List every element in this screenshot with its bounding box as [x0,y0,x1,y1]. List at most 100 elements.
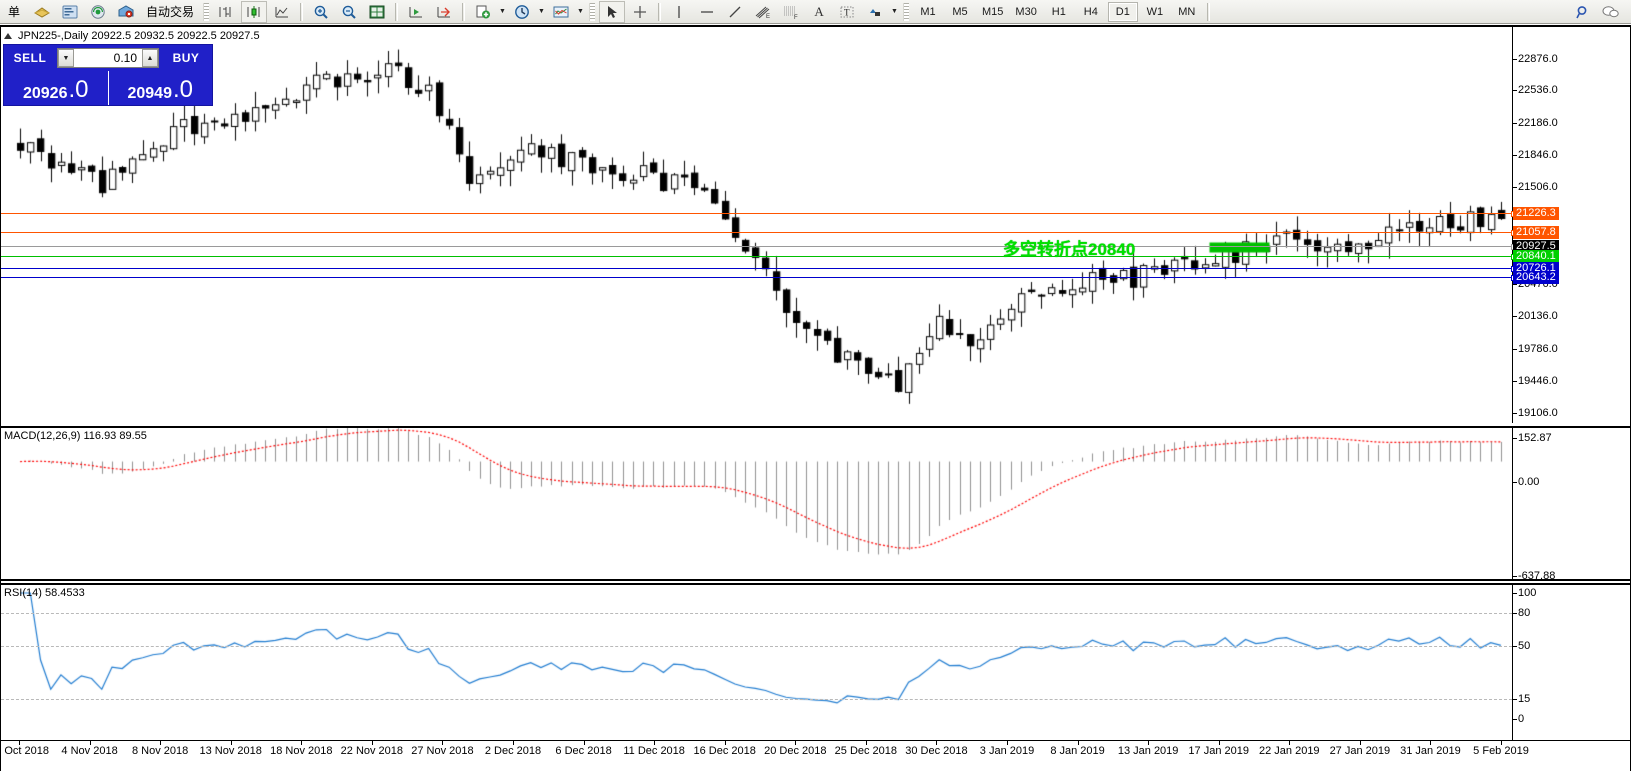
autotrading-button[interactable]: 自动交易 [146,5,195,19]
price-level-line-0[interactable] [1,211,1517,217]
time-tick-10 [724,741,726,745]
time-tick-18 [1289,741,1291,745]
zoom-out-icon[interactable] [336,1,362,23]
shapes-icon[interactable] [862,1,888,23]
period-icon[interactable] [509,1,535,23]
toolbar-grip-2[interactable] [589,2,596,21]
price-pane[interactable]: JPN225-,Daily 20922.5 20932.5 20922.5 20… [1,27,1630,438]
vertical-line-icon[interactable] [666,1,692,23]
fibonacci-icon[interactable]: F [778,1,804,23]
bar-chart-icon[interactable] [213,1,239,23]
chart-annotation[interactable]: 多空转折点20840 [1003,240,1136,259]
line-chart-icon[interactable] [269,1,295,23]
timeframe-w1[interactable]: W1 [1146,5,1164,18]
time-label-17: 17 Jan 2019 [1188,745,1249,757]
price-tick-3: 21846.0 [1513,149,1558,161]
macd-pane[interactable]: MACD(12,26,9) 116.93 89.55 152.87 0.00 -63… [1,426,1630,582]
volume-dropdown-arrow[interactable]: ▼ [58,49,74,67]
price-level-tag-5: 20643.2 [1513,271,1559,284]
time-label-19: 27 Jan 2019 [1329,745,1391,757]
price-level-tag-2: 20927.5 [1513,240,1559,253]
svg-text:F: F [794,15,798,20]
new-chart-icon[interactable] [470,1,496,23]
time-label-1: 4 Nov 2018 [61,745,118,757]
zoom-in-icon[interactable] [308,1,334,23]
sell-price-integer: 20926 [22,85,68,102]
time-label-6: 27 Nov 2018 [411,745,474,757]
candlestick-chart-icon[interactable] [241,0,268,23]
market-icon[interactable] [113,1,139,23]
toolbar-grip-3[interactable] [903,2,910,21]
time-tick-13 [936,741,938,745]
price-tick-2: 22186.0 [1513,117,1558,129]
collapse-triangle-icon[interactable] [4,33,12,39]
price-tick-8: 20136.0 [1513,310,1558,322]
buy-button[interactable]: BUY [172,51,200,65]
price-level-line-5[interactable] [1,275,1517,281]
time-label-18: 22 Jan 2019 [1259,745,1320,757]
volume-increment-arrow[interactable]: ▲ [142,49,158,67]
price-tick-10: 19446.0 [1513,375,1558,387]
horizontal-line-icon[interactable] [694,1,720,23]
timeframe-m30[interactable]: M30 [1015,5,1037,18]
trendline-icon[interactable] [722,1,748,23]
buy-price-decimal: .0 [172,76,193,104]
signals-icon[interactable] [85,1,111,23]
tile-windows-icon[interactable] [364,1,390,23]
one-click-trading-panel[interactable]: SELL ▼ 0.10 ▲ BUY 20926 .0 20949 .0 [3,44,213,106]
auto-scroll-icon[interactable] [403,1,429,23]
text-label-icon[interactable]: T [834,1,860,23]
equidistant-channel-icon[interactable]: E [750,1,776,23]
expert-advisors-icon[interactable] [29,1,55,23]
rsi-tick-4: 0 [1512,713,1525,725]
toolbar-grip[interactable] [203,2,210,21]
buy-price-integer: 20949 [127,85,172,102]
timeframe-m1[interactable]: M1 [920,5,936,18]
new-order-icon[interactable]: 单 [7,5,20,19]
chart-shift-icon[interactable] [431,1,457,23]
new-chart-dropdown-arrow[interactable]: ▼ [499,8,506,15]
volume-value[interactable]: 0.10 [113,51,137,65]
toolbar-separator-5 [1206,2,1210,21]
time-axis: 30 Oct 2018 4 Nov 2018 8 Nov 2018 13 Nov 20… [0,740,1630,771]
chart-window[interactable]: JPN225-,Daily 20922.5 20932.5 20922.5 20… [0,25,1631,771]
symbol-header: JPN225-,Daily 20922.5 20932.5 20922.5 20… [4,29,260,43]
symbol-header-text: JPN225-,Daily 20922.5 20932.5 20922.5 20… [18,30,260,42]
rsi-canvas [1,585,1630,740]
buy-price[interactable]: 20949 .0 [109,71,213,105]
period-dropdown-arrow[interactable]: ▼ [538,8,545,15]
candlestick-canvas [1,27,1630,423]
timeframe-m15[interactable]: M15 [982,5,1004,18]
timeframe-h1[interactable]: H1 [1051,5,1066,18]
timeframe-d1[interactable]: D1 [1107,1,1138,22]
price-level-line-2[interactable] [1,244,1517,250]
timeframe-h4[interactable]: H4 [1083,5,1098,18]
price-level-line-4[interactable] [1,266,1517,272]
text-icon[interactable]: A [814,3,824,19]
price-axis-divider [1512,27,1513,423]
crosshair-icon[interactable] [627,1,653,23]
sell-button[interactable]: SELL [13,51,47,65]
sell-price[interactable]: 20926 .0 [4,71,109,105]
toolbar-separator [300,2,304,21]
search-icon[interactable] [1570,1,1596,23]
price-level-line-1[interactable] [1,230,1517,236]
volume-input[interactable]: ▼ 0.10 ▲ [57,48,159,68]
chat-icon[interactable] [1598,1,1624,23]
time-label-0: 30 Oct 2018 [0,745,49,757]
price-tick-9: 19786.0 [1513,343,1558,355]
price-level-line-3[interactable] [1,254,1517,260]
cursor-icon[interactable] [599,0,626,23]
rsi-pane[interactable]: RSI(14) 58.4533 100 80 50 15 0 [1,583,1630,740]
time-tick-5 [371,741,373,745]
timeframe-mn[interactable]: MN [1178,5,1196,18]
templates-icon[interactable] [548,1,574,23]
shapes-dropdown-arrow[interactable]: ▼ [891,8,898,15]
macd-tick-1: 0.00 [1512,476,1540,488]
data-window-icon[interactable] [57,1,83,23]
rsi-tick-3: 15 [1512,693,1531,705]
price-level-tag-0: 21226.3 [1513,207,1559,220]
templates-dropdown-arrow[interactable]: ▼ [577,8,584,15]
time-tick-7 [513,741,514,745]
timeframe-m5[interactable]: M5 [952,5,968,18]
